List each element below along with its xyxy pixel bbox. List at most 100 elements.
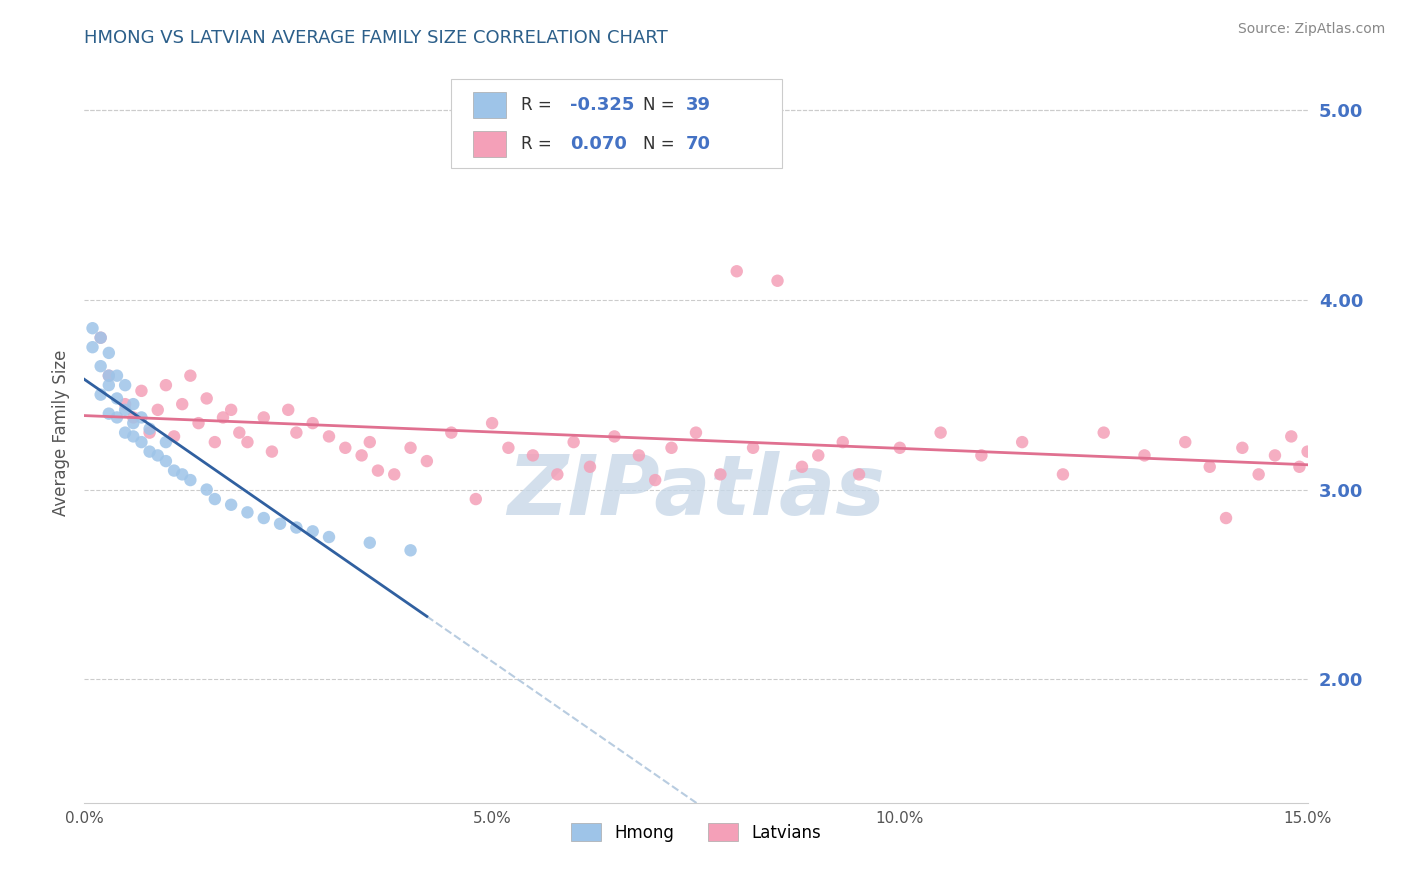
Point [1279,429,1302,443]
Point [277,402,299,417]
Point [138,444,160,458]
Point [253,410,276,425]
Point [481,416,503,430]
Point [122,429,145,443]
Point [335,441,357,455]
Point [155,378,177,392]
Text: Source: ZipAtlas.com: Source: ZipAtlas.com [1237,22,1385,37]
Point [122,397,145,411]
Point [114,425,136,440]
Point [114,402,136,417]
Text: 0.070: 0.070 [569,136,627,153]
Point [350,449,373,463]
Legend: Hmong, Latvians: Hmong, Latvians [562,815,830,850]
Point [131,410,153,425]
Point [1296,444,1319,458]
Y-axis label: Average Family Size: Average Family Size [52,350,70,516]
Point [579,459,602,474]
Point [970,449,993,463]
Point [138,422,160,436]
Point [212,410,235,425]
Point [97,378,120,392]
Point [790,459,813,474]
Point [627,449,650,463]
Point [97,346,120,360]
FancyBboxPatch shape [451,79,782,169]
Point [440,425,463,440]
Point [195,483,218,497]
Point [146,449,169,463]
Point [766,274,789,288]
Point [82,321,104,335]
Point [1232,441,1254,455]
Point [416,454,439,468]
Point [179,368,201,383]
Text: HMONG VS LATVIAN AVERAGE FAMILY SIZE CORRELATION CHART: HMONG VS LATVIAN AVERAGE FAMILY SIZE COR… [84,29,668,47]
Point [399,543,422,558]
Point [644,473,666,487]
Point [122,416,145,430]
Point [848,467,870,482]
Point [163,464,186,478]
Point [725,264,748,278]
Point [889,441,911,455]
Point [146,402,169,417]
Point [1133,449,1156,463]
Point [187,416,209,430]
Point [1264,449,1286,463]
Point [90,387,112,401]
Point [269,516,291,531]
Point [172,467,194,482]
Point [155,435,177,450]
FancyBboxPatch shape [474,131,506,157]
Point [1011,435,1033,450]
Point [301,524,323,539]
Point [90,331,112,345]
Point [122,410,145,425]
Point [742,441,765,455]
Point [228,425,250,440]
Point [1092,425,1115,440]
Point [831,435,853,450]
Point [172,397,194,411]
Point [285,520,308,534]
Point [1247,467,1270,482]
Point [709,467,731,482]
Point [603,429,626,443]
Point [1052,467,1074,482]
Point [219,402,242,417]
FancyBboxPatch shape [474,92,506,118]
Point [179,473,201,487]
Text: R =: R = [522,136,551,153]
Point [929,425,952,440]
Point [90,331,112,345]
Point [399,441,422,455]
Point [1313,511,1336,525]
Point [114,397,136,411]
Point [90,359,112,374]
Point [1215,511,1237,525]
Point [661,441,683,455]
Text: N =: N = [644,96,675,114]
Point [1288,459,1310,474]
Point [318,429,340,443]
Point [464,491,486,506]
Text: ZIPatlas: ZIPatlas [508,451,884,533]
Point [97,368,120,383]
Point [105,368,128,383]
Point [685,425,707,440]
Text: N =: N = [644,136,675,153]
Point [301,416,323,430]
Point [97,368,120,383]
Point [204,491,226,506]
Point [1305,425,1327,440]
Point [105,410,128,425]
Point [131,435,153,450]
Point [807,449,830,463]
Point [285,425,308,440]
Point [105,392,128,406]
Point [522,449,544,463]
Point [359,435,381,450]
Text: R =: R = [522,96,551,114]
Point [204,435,226,450]
